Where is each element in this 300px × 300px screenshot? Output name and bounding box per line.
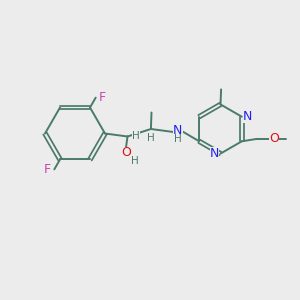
Text: H: H	[174, 134, 182, 145]
Text: O: O	[269, 132, 279, 146]
Text: N: N	[210, 147, 219, 160]
Text: N: N	[173, 124, 183, 137]
Text: H: H	[132, 131, 140, 141]
Text: H: H	[131, 156, 139, 167]
Text: F: F	[99, 91, 106, 104]
Text: H: H	[147, 133, 155, 143]
Text: O: O	[121, 146, 131, 160]
Text: F: F	[44, 163, 51, 176]
Text: N: N	[243, 110, 253, 123]
